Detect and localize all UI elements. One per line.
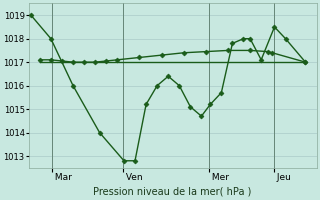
X-axis label: Pression niveau de la mer( hPa ): Pression niveau de la mer( hPa ) [93, 187, 252, 197]
